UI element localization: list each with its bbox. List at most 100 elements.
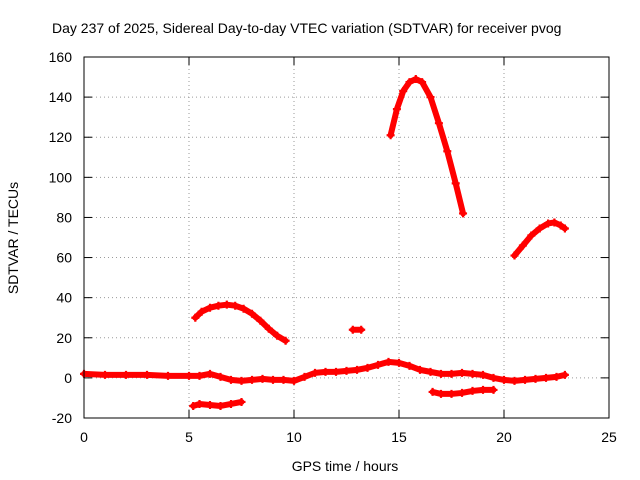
- data-point: [227, 399, 235, 408]
- series-baseline: [80, 357, 569, 385]
- data-point: [269, 375, 277, 384]
- series-arc-205-23: [510, 218, 569, 260]
- data-point: [399, 87, 408, 96]
- data-point: [332, 367, 340, 376]
- series-blip-13: [348, 325, 366, 334]
- data-point: [451, 179, 460, 188]
- data-point: [418, 78, 427, 87]
- data-point: [363, 363, 372, 372]
- data-point: [416, 365, 424, 374]
- data-point: [518, 241, 527, 250]
- data-point: [237, 397, 246, 406]
- data-point: [510, 376, 519, 385]
- data-point: [195, 371, 204, 380]
- data-point: [256, 316, 265, 325]
- data-point: [437, 369, 445, 378]
- data-point: [560, 370, 569, 379]
- data-point: [426, 93, 435, 102]
- data-point: [321, 367, 330, 376]
- x-tick-label: 20: [496, 429, 512, 445]
- data-point: [458, 368, 466, 377]
- data-point: [357, 325, 366, 334]
- data-point: [535, 224, 544, 233]
- y-tick-label: 20: [56, 330, 72, 346]
- y-tick-label: 40: [56, 290, 72, 306]
- data-point: [510, 251, 519, 260]
- data-point: [468, 386, 477, 395]
- x-tick-label: 10: [286, 429, 302, 445]
- data-point: [527, 231, 536, 240]
- data-point: [227, 375, 235, 384]
- data-point: [411, 75, 420, 84]
- data-point: [542, 373, 550, 382]
- data-point: [101, 370, 109, 379]
- data-point: [300, 372, 309, 381]
- data-point: [556, 221, 565, 230]
- series-arc-145-18: [386, 75, 468, 218]
- data-point: [222, 300, 231, 309]
- x-tick-label: 15: [391, 429, 407, 445]
- chart-title: Day 237 of 2025, Sidereal Day-to-day VTE…: [52, 20, 561, 36]
- data-point: [447, 369, 456, 378]
- data-point: [434, 119, 443, 128]
- data-point: [206, 303, 214, 312]
- x-tick-label: 5: [185, 429, 193, 445]
- data-point: [560, 224, 569, 233]
- data-point: [374, 360, 382, 369]
- data-point: [405, 361, 414, 370]
- data-point: [164, 371, 172, 380]
- series-line: [192, 301, 289, 344]
- data-point: [239, 304, 248, 313]
- data-point: [459, 209, 468, 218]
- data-point: [216, 401, 225, 410]
- data-point: [281, 336, 290, 345]
- data-point: [191, 313, 200, 322]
- x-tick-label: 0: [80, 429, 88, 445]
- data-point: [248, 309, 256, 318]
- data-point: [552, 372, 561, 381]
- y-tick-label: 60: [56, 250, 72, 266]
- data-point: [214, 301, 223, 310]
- y-tick-label: 100: [49, 169, 73, 185]
- data-point: [143, 370, 151, 379]
- data-point: [392, 105, 401, 114]
- data-point: [550, 218, 559, 227]
- data-point: [273, 331, 282, 340]
- data-point: [458, 388, 466, 397]
- y-tick-label: 120: [49, 129, 73, 145]
- data-point: [248, 375, 256, 384]
- y-tick-labels: -20 0 20 40 60 80 100 120 140 160: [49, 49, 73, 426]
- data-point: [206, 400, 214, 409]
- x-axis-label: GPS time / hours: [292, 458, 399, 474]
- data-point: [231, 301, 240, 310]
- y-tick-label: 160: [49, 49, 73, 65]
- data-point: [428, 387, 437, 396]
- data-point: [237, 376, 246, 385]
- data-point: [290, 376, 298, 385]
- series-negative-05-075: [189, 397, 246, 410]
- series-arc-05-10: [191, 300, 290, 345]
- y-tick-label: 80: [56, 209, 72, 225]
- data-point: [531, 374, 540, 383]
- axis-ticks: [83, 56, 610, 419]
- data-point: [479, 370, 487, 379]
- data-point: [489, 373, 498, 382]
- data-point: [479, 385, 487, 394]
- y-tick-label: 140: [49, 89, 73, 105]
- data-point: [342, 366, 351, 375]
- data-point: [443, 147, 452, 156]
- x-tick-label: 25: [601, 429, 617, 445]
- data-point: [405, 78, 414, 87]
- data-point: [468, 369, 477, 378]
- plot-frame: [83, 56, 610, 419]
- series-line: [387, 76, 467, 217]
- data-point: [384, 357, 393, 366]
- data-point: [311, 368, 319, 377]
- data-point: [386, 131, 395, 140]
- y-tick-label: 0: [64, 370, 72, 386]
- x-tick-labels: 0 5 10 15 20 25: [80, 429, 617, 445]
- data-point: [195, 399, 204, 408]
- data-point: [447, 389, 456, 398]
- data-point: [395, 358, 403, 367]
